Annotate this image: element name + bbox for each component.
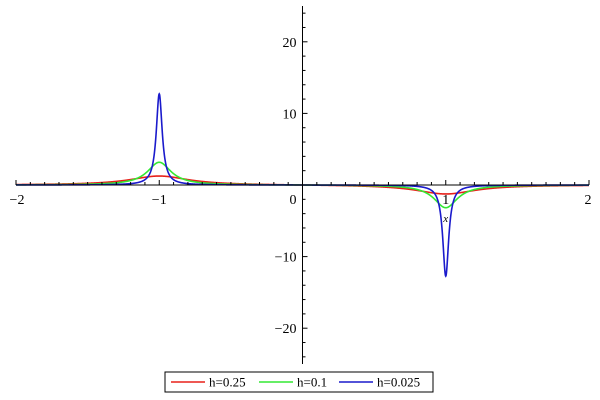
legend-label: h=0.25 — [209, 375, 246, 390]
y-tick-label: −20 — [275, 322, 297, 337]
x-tick-label: −2 — [10, 193, 25, 208]
legend-label: h=0.025 — [377, 375, 420, 390]
y-tick-label: −10 — [275, 251, 297, 266]
ticks-group — [15, 12, 590, 358]
legend: h=0.25 h=0.1 h=0.025 — [164, 371, 434, 393]
legend-label: h=0.1 — [297, 375, 327, 390]
x-tick-label: −1 — [152, 193, 167, 208]
y-tick-label: 10 — [283, 107, 297, 122]
x-axis-label: x — [442, 213, 448, 225]
x-tick-label: 2 — [585, 193, 592, 208]
y-tick-label: 20 — [283, 36, 297, 51]
legend-box — [164, 371, 434, 393]
x-tick-label: 0 — [290, 193, 297, 208]
x-tick-label: 1 — [442, 193, 449, 208]
